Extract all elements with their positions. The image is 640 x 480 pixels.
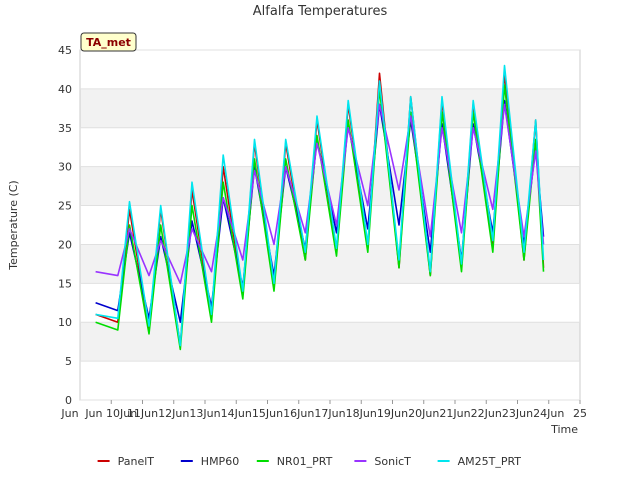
x-tick-label: 16Jun — [283, 407, 314, 420]
y-tick-label: 30 — [58, 161, 72, 174]
x-tick-label: 19Jun — [377, 407, 408, 420]
x-tick-label: 13Jun — [189, 407, 220, 420]
legend-label: HMP60 — [201, 455, 239, 468]
plot-band — [80, 361, 580, 400]
legend-label: AM25T_PRT — [458, 455, 522, 468]
plot-band — [80, 50, 580, 89]
legend-label: NR01_PRT — [277, 455, 333, 468]
plot-band — [80, 88, 580, 128]
plot-band — [80, 283, 580, 323]
x-tick-label: 24Jun — [533, 407, 564, 420]
ta-met-badge: TA_met — [80, 32, 137, 52]
x-tick-label: 15Jun — [252, 407, 283, 420]
y-tick-label: 5 — [65, 355, 72, 368]
x-tick-label: 12Jun — [158, 407, 189, 420]
x-tick-label: 20Jun — [408, 407, 439, 420]
y-tick-label: 45 — [58, 44, 72, 57]
x-tick-label: 21Jun — [439, 407, 470, 420]
series-lines — [95, 64, 545, 351]
y-tick-label: 0 — [65, 394, 72, 407]
ta-met-badge-label: TA_met — [86, 36, 131, 49]
y-tick-label: 10 — [58, 316, 72, 329]
series-line-nr01-prt — [95, 84, 545, 351]
x-tick-label: 23Jun — [502, 407, 533, 420]
x-tick-label: Jun — [60, 407, 78, 420]
chart-title: Alfalfa Temperatures — [253, 4, 388, 19]
x-axis-label: Time — [550, 423, 578, 436]
x-tick-label: Jun 10Jun — [84, 407, 137, 420]
x-tick-label: 11Jun — [127, 407, 158, 420]
x-tick-label: 25 — [573, 407, 587, 420]
y-tick-label: 20 — [58, 238, 72, 251]
y-tick-label: 25 — [58, 200, 72, 213]
legend-label: SonicT — [374, 455, 411, 468]
y-tick-label: 40 — [58, 83, 72, 96]
plot-band — [80, 127, 580, 167]
plot-band — [80, 322, 580, 362]
legend: PanelT HMP60 NR01_PRT SonicT AM25T_PRT — [97, 455, 522, 468]
x-tick-label: 17Jun — [314, 407, 345, 420]
ta-met-badge-box — [80, 32, 137, 52]
legend-label: PanelT — [118, 455, 155, 468]
y-tick-label: 35 — [58, 122, 72, 135]
y-tick-label: 15 — [58, 277, 72, 290]
x-tick-label: 14Jun — [221, 407, 252, 420]
x-tick-label: 22Jun — [471, 407, 502, 420]
y-axis-label: Temperature (C) — [7, 180, 20, 270]
series-line-am25t-prt — [95, 64, 545, 347]
x-tick-label: 18Jun — [346, 407, 377, 420]
